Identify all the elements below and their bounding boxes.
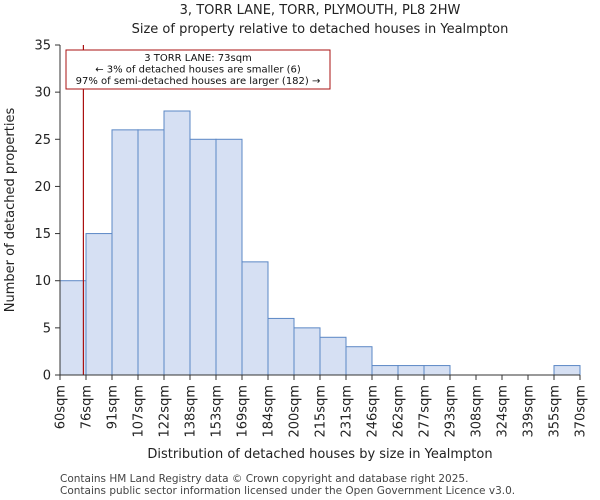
- x-tick-label-91sqm: 91sqm: [106, 385, 121, 429]
- bar-153sqm: [216, 139, 242, 375]
- x-tick-label-138sqm: 138sqm: [184, 385, 199, 438]
- x-tick-label-262sqm: 262sqm: [392, 385, 407, 438]
- x-tick-label-184sqm: 184sqm: [262, 385, 277, 438]
- bar-184sqm: [268, 318, 294, 375]
- y-axis-label: Number of detached properties: [3, 108, 18, 313]
- bar-355sqm: [554, 366, 580, 375]
- y-tick-label: 10: [34, 274, 51, 289]
- footer-line1: Contains HM Land Registry data © Crown c…: [60, 473, 468, 485]
- x-tick-label-231sqm: 231sqm: [340, 385, 355, 438]
- bar-122sqm: [164, 111, 190, 375]
- bar-200sqm: [294, 328, 320, 375]
- x-tick-label-215sqm: 215sqm: [314, 385, 329, 438]
- x-tick-label-122sqm: 122sqm: [158, 385, 173, 438]
- x-tick-label-60sqm: 60sqm: [54, 385, 69, 429]
- bar-277sqm: [424, 366, 450, 375]
- x-tick-label-293sqm: 293sqm: [444, 385, 459, 438]
- x-tick-label-339sqm: 339sqm: [522, 385, 537, 438]
- chart-title-line1: 3, TORR LANE, TORR, PLYMOUTH, PL8 2HW: [180, 3, 461, 18]
- x-tick-label-169sqm: 169sqm: [236, 385, 251, 438]
- y-tick-label: 35: [34, 39, 51, 54]
- histogram-chart: 3, TORR LANE, TORR, PLYMOUTH, PL8 2HW Si…: [0, 0, 600, 500]
- x-tick-label-324sqm: 324sqm: [496, 385, 511, 438]
- y-tick-label: 25: [34, 133, 51, 148]
- y-tick-label: 20: [34, 180, 51, 195]
- x-axis: 60sqm 76sqm 91sqm 107sqm 122sqm 138sqm 153sqm 1…: [54, 375, 589, 438]
- x-tick-label-246sqm: 246sqm: [366, 385, 381, 438]
- x-tick-label-355sqm: 355sqm: [548, 385, 563, 438]
- chart-title-line2: Size of property relative to detached ho…: [132, 22, 509, 37]
- bar-91sqm: [112, 130, 138, 375]
- bar-138sqm: [190, 139, 216, 375]
- y-axis: 0 5 10 15 20 25 30 35: [34, 39, 60, 384]
- x-tick-label-370sqm: 370sqm: [574, 385, 589, 438]
- y-tick-label: 0: [43, 369, 51, 384]
- x-tick-label-308sqm: 308sqm: [470, 385, 485, 438]
- bar-262sqm: [398, 366, 424, 375]
- marker-annotation-line-2: ← 3% of detached houses are smaller (6): [95, 65, 301, 76]
- x-axis-label: Distribution of detached houses by size …: [147, 447, 492, 462]
- y-tick-label: 15: [34, 227, 51, 242]
- x-tick-label-76sqm: 76sqm: [80, 385, 95, 429]
- x-tick-label-277sqm: 277sqm: [418, 385, 433, 438]
- bar-231sqm: [346, 347, 372, 375]
- bar-169sqm: [242, 262, 268, 375]
- y-tick-label: 5: [43, 321, 51, 336]
- bar-60sqm: [60, 281, 86, 375]
- marker-annotation-line-1: 3 TORR LANE: 73sqm: [144, 53, 252, 64]
- bar-76sqm: [86, 234, 112, 375]
- bar-107sqm: [138, 130, 164, 375]
- x-tick-label-107sqm: 107sqm: [132, 385, 147, 438]
- x-tick-label-200sqm: 200sqm: [288, 385, 303, 438]
- bar-215sqm: [320, 337, 346, 375]
- bars-group: [60, 111, 580, 375]
- footer-line2: Contains public sector information licen…: [60, 485, 515, 497]
- y-tick-label: 30: [34, 86, 51, 101]
- marker-annotation-line-3: 97% of semi-detached houses are larger (…: [76, 76, 321, 87]
- x-tick-label-153sqm: 153sqm: [210, 385, 225, 438]
- bar-246sqm: [372, 366, 398, 375]
